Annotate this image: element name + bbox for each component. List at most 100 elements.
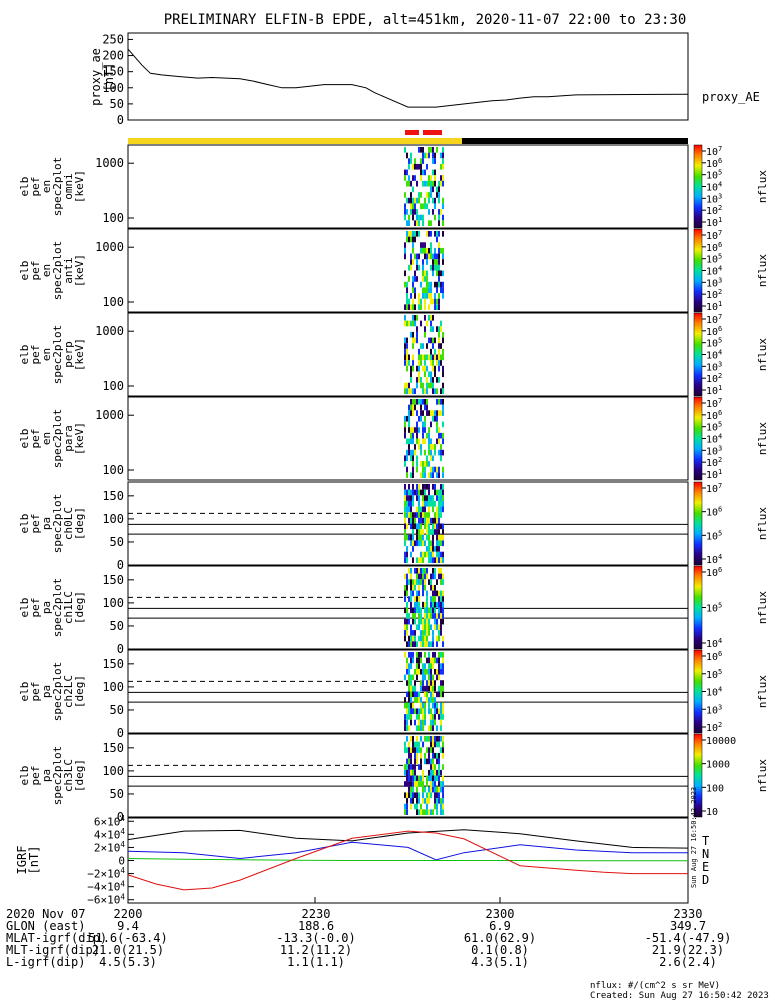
spectrogram-cell: [416, 214, 418, 221]
colorbar-tick-label: 106: [706, 325, 722, 338]
spectrogram-cell: [426, 775, 428, 782]
spectrogram-cell: [418, 725, 420, 731]
spectrogram-cell: [432, 495, 434, 501]
spectrogram-cell: [414, 775, 416, 782]
spectrogram-cell: [410, 523, 412, 530]
spectrogram-cell: [424, 652, 426, 658]
colorbar-ch3LC: [693, 733, 703, 818]
spectrogram-cell: [404, 147, 406, 153]
spectrogram-cell: [432, 152, 434, 159]
spectrogram-cell: [422, 247, 424, 254]
spectrogram-cell: [440, 287, 442, 294]
spectrogram-cell: [422, 663, 424, 669]
spectrogram-cell: [414, 175, 416, 181]
proxy-ae-ytick-label: 0: [117, 113, 124, 127]
igrf-legend-E: E: [702, 860, 709, 874]
spectrogram-cell: [418, 618, 420, 625]
spectrogram-cell: [432, 298, 434, 305]
spectrogram-cell: [412, 197, 414, 204]
spectrogram-cell: [404, 421, 406, 428]
spectrogram-cell: [420, 163, 422, 170]
spectrogram-cell: [422, 529, 424, 535]
spectrogram-cell: [424, 270, 426, 277]
spectrogram-cell: [416, 697, 418, 703]
spectrogram-cell: [438, 180, 440, 187]
spectrogram-cell: [438, 326, 440, 332]
spectrogram-cell: [422, 781, 424, 787]
spectrogram-cell: [412, 472, 414, 478]
spectrogram-cell: [434, 197, 436, 204]
spectrogram-cell: [424, 663, 426, 669]
spectrogram-cell: [438, 635, 440, 642]
spectrogram-cell: [442, 809, 444, 815]
spectrogram-cell: [438, 792, 440, 799]
spectrogram-cell: [440, 708, 442, 715]
spectrogram-cell: [432, 147, 434, 153]
spectrogram-cell: [408, 725, 410, 731]
spectrogram-cell: [412, 517, 414, 524]
spectrogram-cell: [440, 601, 442, 608]
spectrogram-cell: [428, 736, 430, 742]
spectrogram-cell: [408, 752, 410, 759]
spectrogram-cell: [436, 512, 438, 518]
spectrogram-cell: [422, 641, 424, 647]
spectrogram-cell: [426, 590, 428, 597]
spectrogram-cell: [420, 719, 422, 726]
colorbar-tick-label: 1000: [706, 760, 730, 771]
spectrogram-cell: [432, 741, 434, 748]
spectrogram-cell: [404, 192, 406, 198]
spectrogram-cell: [430, 231, 432, 237]
spectrogram-cell: [414, 489, 416, 496]
spectrogram-cell: [412, 343, 414, 349]
spectrogram-cell: [432, 657, 434, 664]
spectrogram-cell: [438, 293, 440, 299]
spectrogram-cell: [426, 635, 428, 642]
spectrogram-cell: [418, 192, 420, 198]
spectrogram-cell: [424, 484, 426, 490]
spectrogram-cell: [412, 203, 414, 210]
spectrogram-cell: [426, 534, 428, 541]
igrf-ylabel: IGRF[nT]: [15, 846, 41, 875]
colorbar-tick-label: 107: [706, 482, 722, 495]
spectrogram-cell: [436, 725, 438, 731]
spectrogram-cell: [406, 455, 408, 462]
spectrogram-cell: [432, 775, 434, 782]
spectrogram-cell: [418, 668, 420, 675]
spectrogram-cell: [410, 231, 412, 237]
spectrogram-cell: [442, 786, 444, 793]
spectrogram-cell: [422, 438, 424, 445]
spectrogram-cell: [418, 624, 420, 631]
spectrogram-cell: [440, 175, 442, 181]
spectrogram-cell: [412, 410, 414, 416]
spectrogram-cell: [428, 674, 430, 681]
spectrogram-cell: [412, 607, 414, 614]
spectrogram-cell: [404, 517, 406, 524]
spectrogram-cell: [428, 540, 430, 547]
spectrogram-cell: [422, 635, 424, 642]
spectrogram-cell: [432, 337, 434, 344]
colorbar-label: nflux: [756, 254, 769, 287]
spectrogram-cell: [436, 529, 438, 535]
spectrogram-cell: [426, 781, 428, 787]
spectrogram-cell: [438, 546, 440, 552]
info-label: L-igrf(dip): [6, 955, 85, 969]
spectrogram-cell: [428, 512, 430, 518]
spectrogram-cell: [418, 523, 420, 530]
spectrogram-cell: [404, 523, 406, 530]
panel-ytick-label: 1000: [95, 156, 124, 170]
spectrogram-cell: [438, 432, 440, 439]
spectrogram-cell: [408, 702, 410, 709]
panel-frame-ch1LC: [127, 565, 689, 650]
spectrogram-cell: [428, 427, 430, 433]
spectrogram-cell: [422, 719, 424, 726]
spectrogram-cell: [438, 495, 440, 501]
spectrogram-cell: [442, 736, 444, 742]
spectrogram-cell: [422, 630, 424, 636]
spectrogram-cell: [442, 180, 444, 187]
spectrogram-cell: [440, 399, 442, 405]
colorbar-tick-label: 107: [706, 397, 722, 410]
spectrogram-cell: [440, 736, 442, 742]
panel-frame-ch3LC: [127, 733, 689, 818]
spectrogram-cell: [414, 236, 416, 243]
